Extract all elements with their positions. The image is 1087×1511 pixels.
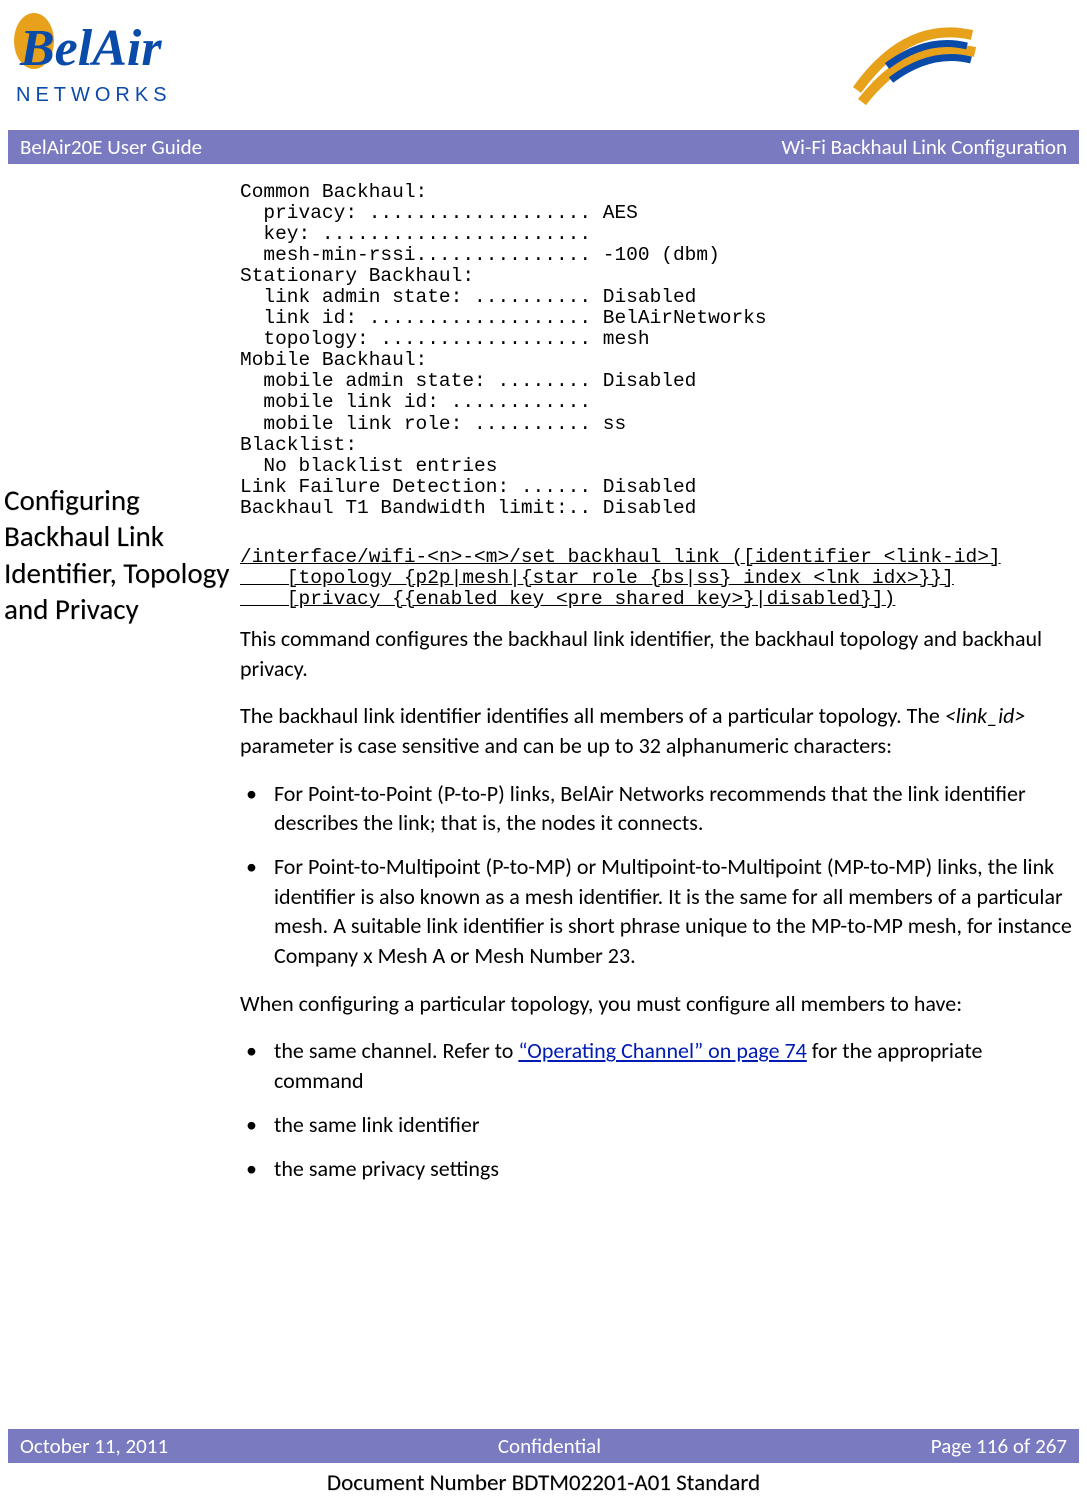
config-output-block: Common Backhaul: privacy: ..............… (240, 182, 1075, 519)
title-bar: BelAir20E User Guide Wi-Fi Backhaul Link… (8, 130, 1079, 164)
operating-channel-link[interactable]: “Operating Channel” on page 74 (518, 1037, 806, 1064)
header-logos: BelAir NETWORKS (0, 0, 1087, 130)
content-area: Configuring Backhaul Link Identifier, To… (0, 164, 1087, 1201)
p2-text-a: The backhaul link identifier identifies … (240, 702, 945, 729)
footer-page: Page 116 of 267 (931, 1433, 1067, 1459)
link-types-list: For Point-to-Point (P-to-P) links, BelAi… (240, 779, 1075, 971)
footer-bar-wrap: October 11, 2011 Confidential Page 116 o… (0, 1429, 1087, 1463)
command-syntax: /interface/wifi-<n>-<m>/set backhaul lin… (240, 547, 1075, 610)
list-item: the same privacy settings (240, 1154, 1075, 1184)
linkid-paragraph: The backhaul link identifier identifies … (240, 701, 1075, 760)
svg-text:NETWORKS: NETWORKS (16, 84, 172, 106)
guide-title: BelAir20E User Guide (20, 134, 202, 160)
belair-logo: BelAir NETWORKS (10, 5, 220, 120)
intro-paragraph: This command configures the backhaul lin… (240, 624, 1075, 683)
side-heading: Configuring Backhaul Link Identifier, To… (4, 482, 232, 627)
swoosh-icon (847, 10, 977, 115)
list-item: For Point-to-Point (P-to-P) links, BelAi… (240, 779, 1075, 838)
list-item: the same channel. Refer to “Operating Ch… (240, 1036, 1075, 1095)
main-column: Common Backhaul: privacy: ..............… (240, 182, 1075, 1201)
section-title: Wi-Fi Backhaul Link Configuration (782, 134, 1068, 160)
footer-bar: October 11, 2011 Confidential Page 116 o… (8, 1429, 1079, 1463)
req-channel-a: the same channel. Refer to (274, 1037, 518, 1064)
topology-paragraph: When configuring a particular topology, … (240, 989, 1075, 1019)
document-number: Document Number BDTM02201-A01 Standard (0, 1469, 1087, 1497)
footer-date: October 11, 2011 (20, 1433, 168, 1459)
p2-text-c: parameter is case sensitive and can be u… (240, 732, 892, 759)
list-item: For Point-to-Multipoint (P-to-MP) or Mul… (240, 852, 1075, 971)
link-id-param: <link_id> (945, 702, 1026, 729)
list-item: the same link identifier (240, 1110, 1075, 1140)
side-column: Configuring Backhaul Link Identifier, To… (0, 182, 232, 1201)
svg-text:BelAir: BelAir (19, 20, 162, 77)
footer-confidential: Confidential (168, 1433, 931, 1459)
requirements-list: the same channel. Refer to “Operating Ch… (240, 1036, 1075, 1183)
